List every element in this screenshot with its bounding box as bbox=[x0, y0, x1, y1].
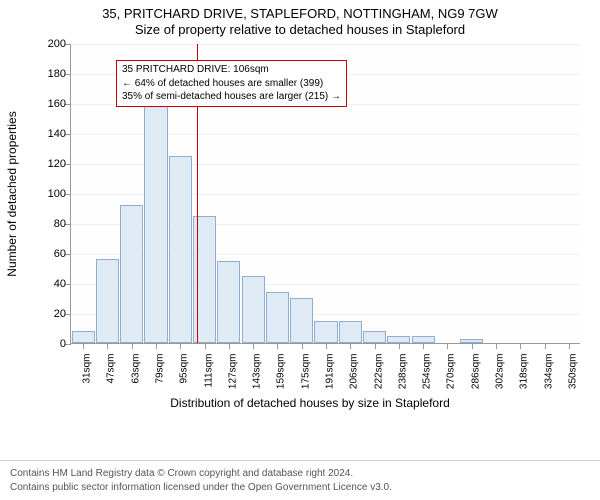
histogram-bar bbox=[120, 205, 143, 343]
plot-area: 02040608010012014016018020031sqm47sqm63s… bbox=[70, 44, 580, 344]
x-tick bbox=[423, 343, 424, 349]
x-tick-label: 206sqm bbox=[349, 354, 360, 390]
annotation-box: 35 PRITCHARD DRIVE: 106sqm← 64% of detac… bbox=[116, 60, 347, 107]
x-tick-label: 238sqm bbox=[397, 354, 408, 390]
x-tick bbox=[520, 343, 521, 349]
y-tick-label: 120 bbox=[36, 158, 66, 170]
x-tick-label: 286sqm bbox=[470, 354, 481, 390]
histogram-bar bbox=[72, 331, 95, 343]
x-tick-label: 350sqm bbox=[567, 354, 578, 390]
histogram-bar bbox=[169, 156, 192, 344]
x-tick bbox=[350, 343, 351, 349]
histogram-bar bbox=[412, 336, 435, 344]
x-tick bbox=[205, 343, 206, 349]
y-tick-label: 180 bbox=[36, 68, 66, 80]
x-tick-label: 222sqm bbox=[373, 354, 384, 390]
footer-line-1: Contains HM Land Registry data © Crown c… bbox=[10, 467, 590, 481]
page-subtitle: Size of property relative to detached ho… bbox=[0, 22, 600, 37]
x-tick-label: 127sqm bbox=[227, 354, 238, 390]
histogram-chart: Number of detached properties 0204060801… bbox=[40, 44, 580, 374]
x-tick bbox=[277, 343, 278, 349]
x-tick-label: 79sqm bbox=[155, 354, 166, 384]
x-tick bbox=[302, 343, 303, 349]
annotation-line: 35 PRITCHARD DRIVE: 106sqm bbox=[122, 63, 341, 77]
x-tick bbox=[229, 343, 230, 349]
x-tick bbox=[83, 343, 84, 349]
x-tick-label: 95sqm bbox=[179, 354, 190, 384]
page-title: 35, PRITCHARD DRIVE, STAPLEFORD, NOTTING… bbox=[0, 6, 600, 21]
x-tick-label: 254sqm bbox=[422, 354, 433, 390]
y-tick-label: 20 bbox=[36, 308, 66, 320]
x-tick-label: 334sqm bbox=[543, 354, 554, 390]
x-tick-label: 191sqm bbox=[325, 354, 336, 390]
y-tick-label: 140 bbox=[36, 128, 66, 140]
y-tick-label: 80 bbox=[36, 218, 66, 230]
x-tick-label: 143sqm bbox=[252, 354, 263, 390]
footer-line-2: Contains public sector information licen… bbox=[10, 481, 590, 495]
footer: Contains HM Land Registry data © Crown c… bbox=[0, 460, 600, 500]
x-tick bbox=[447, 343, 448, 349]
x-tick bbox=[180, 343, 181, 349]
x-tick-label: 63sqm bbox=[130, 354, 141, 384]
y-tick-label: 0 bbox=[36, 338, 66, 350]
y-tick-label: 100 bbox=[36, 188, 66, 200]
histogram-bar bbox=[266, 292, 289, 343]
y-tick-label: 40 bbox=[36, 278, 66, 290]
y-tick-label: 200 bbox=[36, 38, 66, 50]
x-tick-label: 318sqm bbox=[519, 354, 530, 390]
y-axis-label: Number of detached properties bbox=[5, 111, 19, 276]
x-tick-label: 302sqm bbox=[495, 354, 506, 390]
x-tick bbox=[472, 343, 473, 349]
x-tick bbox=[569, 343, 570, 349]
x-tick bbox=[156, 343, 157, 349]
histogram-bar bbox=[96, 259, 119, 343]
histogram-bar bbox=[363, 331, 386, 343]
histogram-bar bbox=[144, 106, 167, 343]
x-tick-label: 31sqm bbox=[82, 354, 93, 384]
histogram-bar bbox=[314, 321, 337, 344]
x-tick-label: 47sqm bbox=[106, 354, 117, 384]
gridline bbox=[71, 44, 580, 45]
x-tick bbox=[399, 343, 400, 349]
x-tick bbox=[132, 343, 133, 349]
x-tick bbox=[326, 343, 327, 349]
header: 35, PRITCHARD DRIVE, STAPLEFORD, NOTTING… bbox=[0, 0, 600, 37]
annotation-line: ← 64% of detached houses are smaller (39… bbox=[122, 77, 341, 91]
y-tick-label: 60 bbox=[36, 248, 66, 260]
x-tick-label: 175sqm bbox=[300, 354, 311, 390]
histogram-bar bbox=[339, 321, 362, 344]
x-tick bbox=[545, 343, 546, 349]
x-tick bbox=[253, 343, 254, 349]
x-tick bbox=[496, 343, 497, 349]
x-tick bbox=[375, 343, 376, 349]
y-tick-label: 160 bbox=[36, 98, 66, 110]
histogram-bar bbox=[387, 336, 410, 344]
x-tick-label: 111sqm bbox=[203, 354, 214, 388]
annotation-line: 35% of semi-detached houses are larger (… bbox=[122, 90, 341, 104]
x-axis-label: Distribution of detached houses by size … bbox=[40, 396, 580, 410]
x-tick bbox=[107, 343, 108, 349]
x-tick-label: 270sqm bbox=[446, 354, 457, 390]
histogram-bar bbox=[217, 261, 240, 344]
histogram-bar bbox=[290, 298, 313, 343]
histogram-bar bbox=[242, 276, 265, 344]
x-tick-label: 159sqm bbox=[276, 354, 287, 390]
